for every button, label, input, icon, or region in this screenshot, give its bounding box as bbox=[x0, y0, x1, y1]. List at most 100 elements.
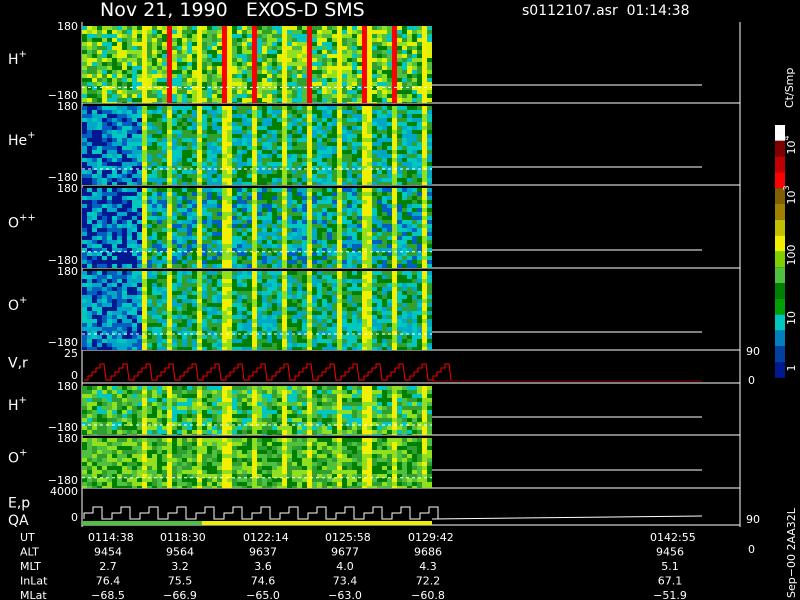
cell bbox=[152, 62, 157, 66]
cell bbox=[207, 178, 212, 182]
cell bbox=[242, 232, 247, 236]
cell bbox=[307, 106, 312, 110]
cell bbox=[302, 30, 307, 34]
cell bbox=[207, 343, 212, 347]
cell bbox=[222, 146, 227, 150]
cell bbox=[427, 224, 432, 228]
cell bbox=[247, 287, 252, 291]
cell bbox=[167, 134, 172, 138]
cell bbox=[357, 126, 362, 130]
cell bbox=[327, 110, 332, 114]
cell bbox=[417, 50, 422, 54]
cell bbox=[157, 34, 162, 38]
cell bbox=[117, 236, 122, 240]
cell bbox=[422, 150, 427, 154]
cell bbox=[227, 196, 232, 200]
cell bbox=[257, 335, 262, 339]
cell bbox=[92, 188, 97, 192]
cell bbox=[377, 46, 382, 50]
cell bbox=[362, 244, 367, 248]
cell bbox=[197, 331, 202, 335]
cell bbox=[122, 347, 127, 350]
cell bbox=[122, 196, 127, 200]
cell bbox=[227, 154, 232, 158]
cell bbox=[107, 260, 112, 264]
cell bbox=[417, 256, 422, 260]
cell bbox=[372, 236, 377, 240]
cell bbox=[222, 204, 227, 208]
cell bbox=[182, 224, 187, 228]
cell bbox=[227, 212, 232, 216]
cell bbox=[237, 138, 242, 142]
cell bbox=[397, 74, 402, 78]
cell bbox=[367, 236, 372, 240]
cell bbox=[232, 200, 237, 204]
cell bbox=[252, 307, 257, 311]
cell bbox=[122, 307, 127, 311]
cell bbox=[112, 158, 117, 162]
cell bbox=[297, 216, 302, 220]
cell bbox=[222, 30, 227, 34]
cell bbox=[422, 182, 427, 185]
cell bbox=[232, 212, 237, 216]
cell bbox=[417, 252, 422, 256]
cell bbox=[272, 196, 277, 200]
cell bbox=[87, 224, 92, 228]
cell bbox=[272, 126, 277, 130]
cell bbox=[387, 220, 392, 224]
cell bbox=[377, 146, 382, 150]
cell bbox=[267, 110, 272, 114]
cell bbox=[262, 174, 267, 178]
cell bbox=[197, 142, 202, 146]
cell bbox=[112, 46, 117, 50]
cell bbox=[212, 271, 217, 275]
cell bbox=[397, 66, 402, 70]
cell bbox=[357, 220, 362, 224]
cell bbox=[397, 236, 402, 240]
cell bbox=[87, 212, 92, 216]
cell bbox=[302, 248, 307, 252]
cell bbox=[212, 54, 217, 58]
cell bbox=[367, 204, 372, 208]
cell bbox=[87, 299, 92, 303]
cell bbox=[312, 244, 317, 248]
cell bbox=[157, 150, 162, 154]
cell bbox=[362, 138, 367, 142]
cell bbox=[187, 30, 192, 34]
cell bbox=[357, 178, 362, 182]
cell bbox=[192, 182, 197, 185]
cell bbox=[237, 58, 242, 62]
cell bbox=[107, 74, 112, 78]
cell bbox=[222, 130, 227, 134]
cell bbox=[212, 291, 217, 295]
cell bbox=[212, 200, 217, 204]
cell bbox=[102, 307, 107, 311]
cell bbox=[172, 102, 177, 103]
cell bbox=[347, 98, 352, 102]
cell bbox=[327, 98, 332, 102]
cell bbox=[282, 208, 287, 212]
cell bbox=[227, 158, 232, 162]
cell bbox=[342, 134, 347, 138]
cell bbox=[377, 82, 382, 86]
cell bbox=[377, 240, 382, 244]
cell bbox=[197, 196, 202, 200]
cell bbox=[252, 78, 257, 82]
cell bbox=[332, 228, 337, 232]
cell bbox=[292, 188, 297, 192]
cell bbox=[157, 271, 162, 275]
cell bbox=[217, 106, 222, 110]
cell bbox=[227, 42, 232, 46]
cell bbox=[142, 311, 147, 315]
cell bbox=[167, 166, 172, 170]
cell bbox=[127, 283, 132, 287]
cell bbox=[82, 232, 87, 236]
cell bbox=[302, 224, 307, 228]
cell bbox=[202, 138, 207, 142]
cell bbox=[352, 220, 357, 224]
cell bbox=[267, 196, 272, 200]
cell bbox=[317, 166, 322, 170]
cell bbox=[347, 244, 352, 248]
cell bbox=[122, 323, 127, 327]
cell bbox=[162, 248, 167, 252]
